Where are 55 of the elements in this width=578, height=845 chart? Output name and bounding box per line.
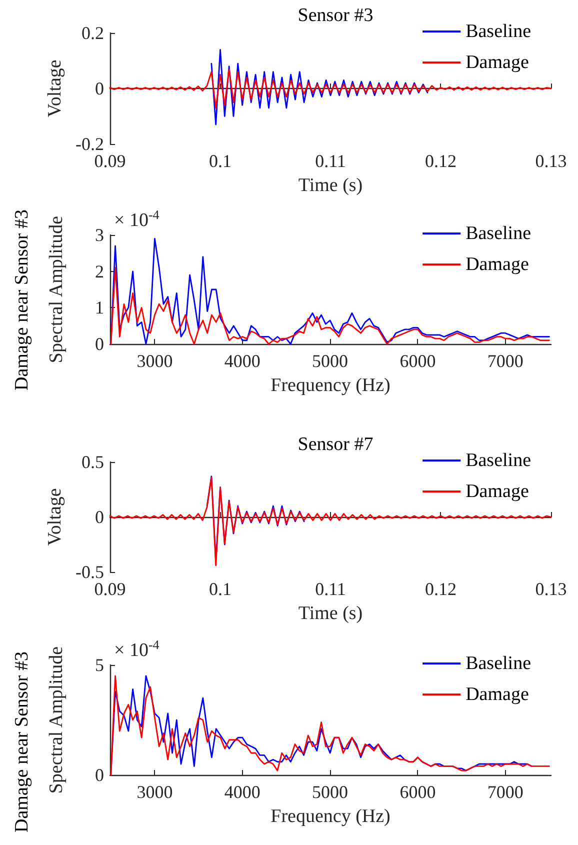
legend-label: Damage <box>466 481 529 502</box>
y-tick-label: 0 <box>95 507 104 527</box>
x-tick-label: 0.1 <box>209 579 232 599</box>
y-tick-label: 0 <box>95 334 104 354</box>
y-tick-label: 0.2 <box>82 23 104 43</box>
x-tick-label: 6000 <box>400 782 436 802</box>
legend-label: Damage <box>466 254 529 275</box>
x-tick-label: 5000 <box>312 351 348 371</box>
legend-label: Baseline <box>466 450 532 471</box>
x-tick-label: 4000 <box>224 782 260 802</box>
x-tick-label: 0.09 <box>94 579 126 599</box>
legend-label: Damage <box>466 684 529 705</box>
x-tick-label: 0.11 <box>315 151 346 171</box>
x-axis-title: Frequency (Hz) <box>270 375 390 396</box>
chart-title: Sensor #3 <box>298 5 374 26</box>
y-axis-title: Spectral Amplitude <box>46 216 67 364</box>
x-tick-label: 0.11 <box>315 579 346 599</box>
x-tick-label: 7000 <box>487 351 524 371</box>
legend-label: Damage <box>466 52 529 73</box>
y-axis-title: Voltage <box>44 488 66 546</box>
y-tick-label: 3 <box>95 225 104 245</box>
x-tick-label: 0.12 <box>425 151 456 171</box>
x-tick-label: 0.1 <box>209 151 232 171</box>
y-tick-label: 1 <box>95 298 104 318</box>
y-tick-label: 2 <box>95 261 104 282</box>
text: Damage near Sensor #3 <box>12 652 32 832</box>
line-series <box>210 48 428 126</box>
line-series <box>110 238 550 345</box>
legend-label: Baseline <box>466 21 532 42</box>
y-tick-label: 0 <box>95 78 104 98</box>
y-axis-title: Spectral Amplitude <box>46 646 67 794</box>
y-tick-label: 5 <box>95 655 104 675</box>
x-axis-title: Frequency (Hz) <box>270 806 390 827</box>
x-tick-label: 5000 <box>312 782 348 802</box>
y-tick-label: -0.2 <box>76 134 104 154</box>
y-tick-label: -0.5 <box>76 562 104 582</box>
x-tick-label: 6000 <box>400 351 436 371</box>
y-tick-label: 0 <box>95 765 104 785</box>
x-tick-label: 3000 <box>136 351 173 371</box>
x-axis-title: Time (s) <box>298 603 363 624</box>
text: Damage near Sensor #3 <box>12 210 32 390</box>
y-axis-title: Voltage <box>44 60 66 118</box>
x-tick-label: 0.13 <box>535 151 567 171</box>
line-series <box>109 476 552 566</box>
legend-label: Baseline <box>466 653 532 674</box>
x-tick-label: 0.12 <box>425 579 456 599</box>
legend-label: Baseline <box>466 223 532 244</box>
chart-title: Sensor #7 <box>298 434 374 455</box>
x-tick-label: 0.13 <box>535 579 567 599</box>
x-axis-title: Time (s) <box>298 175 363 196</box>
x-tick-label: 3000 <box>136 782 173 802</box>
y-tick-label: 0.5 <box>82 452 104 472</box>
x-tick-label: 7000 <box>487 782 524 802</box>
x-tick-label: 0.09 <box>94 151 126 171</box>
x-tick-label: 4000 <box>224 351 260 371</box>
